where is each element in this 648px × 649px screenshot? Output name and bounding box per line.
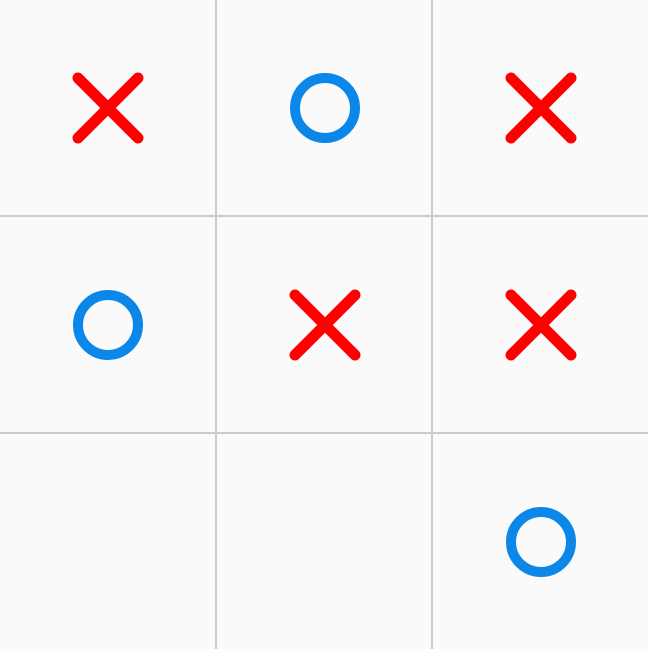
grid-line-horizontal-1: [0, 215, 648, 217]
board-cell-8[interactable]: [433, 434, 648, 649]
board-cell-4[interactable]: [217, 217, 432, 432]
board-cell-6[interactable]: [0, 434, 215, 649]
board-cell-1[interactable]: [217, 0, 432, 215]
x-mark-icon: [72, 72, 143, 143]
board-cell-7[interactable]: [217, 434, 432, 649]
o-mark-icon: [289, 72, 360, 143]
board-cell-5[interactable]: [433, 217, 648, 432]
board-cell-3[interactable]: [0, 217, 215, 432]
x-mark-icon: [505, 289, 576, 360]
board-cell-0[interactable]: [0, 0, 215, 215]
o-mark-icon: [72, 289, 143, 360]
x-mark-icon: [289, 289, 360, 360]
board-cell-2[interactable]: [433, 0, 648, 215]
x-mark-icon: [505, 72, 576, 143]
o-mark-icon: [505, 506, 576, 577]
grid-line-vertical-1: [215, 0, 217, 649]
grid-line-horizontal-2: [0, 432, 648, 434]
grid-line-vertical-2: [431, 0, 433, 649]
